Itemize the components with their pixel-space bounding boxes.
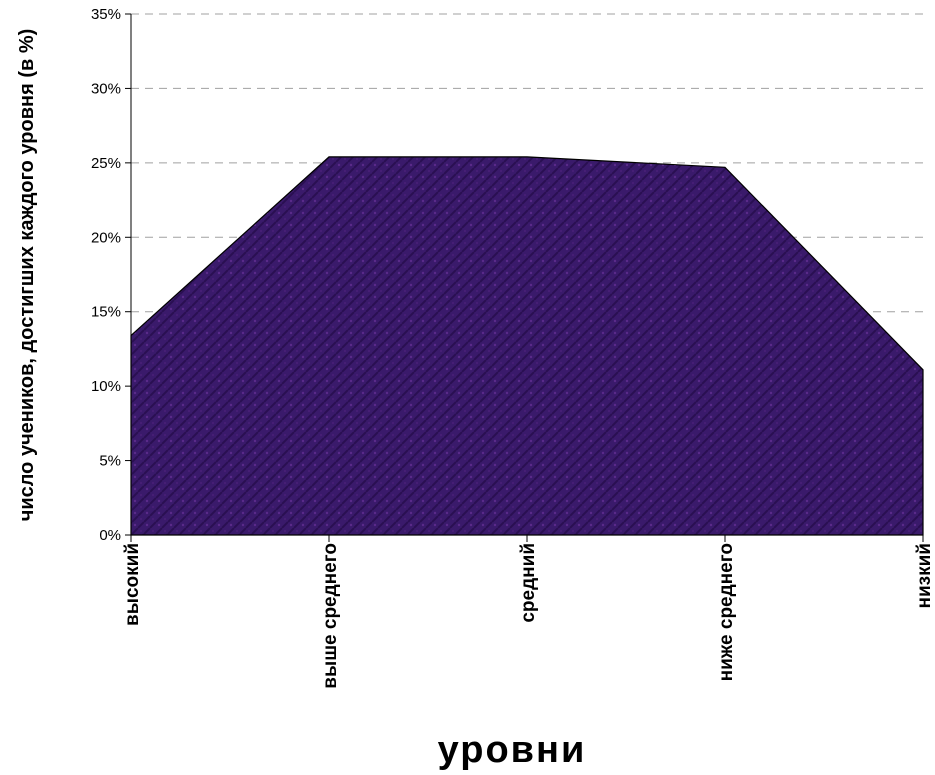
x-tick-label: ниже среднего: [716, 543, 737, 681]
x-tick-label: средний: [518, 543, 539, 623]
y-tick-label: 35%: [91, 6, 121, 23]
x-tick-label: низкий: [914, 543, 935, 608]
y-tick-label: 5%: [99, 453, 121, 470]
y-tick-label: 20%: [91, 229, 121, 246]
y-tick-label: 30%: [91, 80, 121, 97]
x-tick-label: высокий: [122, 543, 143, 626]
x-tick-labels: высокий выше среднего средний ниже среднего…: [122, 543, 935, 689]
y-tick-labels: 0% 5% 10% 15% 20% 25% 30% 35%: [91, 6, 121, 544]
y-tick-label: 0%: [99, 527, 121, 544]
area-series: [130, 156, 924, 536]
y-tick-label: 25%: [91, 155, 121, 172]
area-fill: [130, 156, 924, 536]
axes: [125, 13, 924, 542]
x-axis-label: уровни: [438, 729, 587, 771]
x-tick-label: выше среднего: [320, 543, 341, 689]
y-tick-label: 15%: [91, 304, 121, 321]
y-tick-label: 10%: [91, 378, 121, 395]
y-axis-label: число учеников, достигших каждого уровня…: [16, 29, 38, 522]
